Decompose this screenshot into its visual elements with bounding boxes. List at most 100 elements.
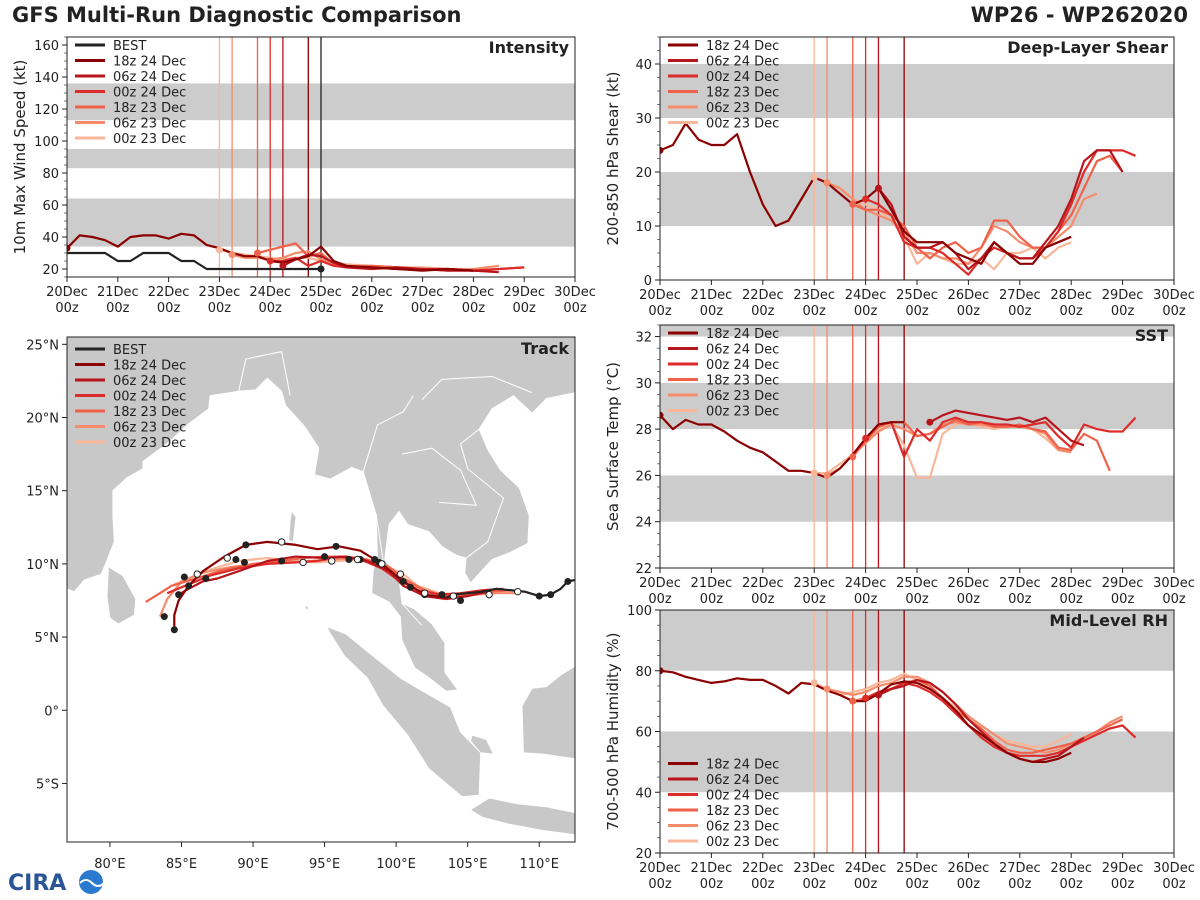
shear-x-tick-label: 30Dec	[1153, 288, 1195, 303]
shear-x-tick-hour: 00z	[803, 304, 827, 319]
rh-x-tick-hour: 00z	[957, 877, 981, 892]
intensity-y-tick-label: 140	[34, 71, 59, 86]
track-legend-label: 00z 23 Dec	[113, 436, 186, 451]
sst-x-tick-label: 21Dec	[691, 576, 733, 591]
track-position-marker	[485, 590, 493, 599]
shear-x-tick-label: 25Dec	[896, 288, 938, 303]
shear-x-tick-hour: 00z	[700, 304, 724, 319]
sst-run-start-marker	[823, 471, 831, 479]
rh-shade-band	[660, 610, 1174, 671]
intensity-x-tick-label: 27Dec	[402, 285, 444, 300]
rh-x-tick-hour: 00z	[751, 877, 775, 892]
rh-x-tick-hour: 00z	[803, 877, 827, 892]
rh-run-start-marker	[660, 667, 664, 675]
intensity-x-tick-label: 28Dec	[453, 285, 495, 300]
intensity-x-tick-hour: 00z	[259, 301, 283, 316]
shear-series-00z-24-dec	[865, 149, 1136, 276]
rh-panel: 700-500 hPa Humidity (%)	[604, 609, 1175, 858]
sst-x-tick-hour: 00z	[1111, 592, 1135, 607]
intensity-x-tick-label: 23Dec	[199, 285, 241, 300]
shear-x-tick-label: 22Dec	[742, 288, 784, 303]
shear-y-tick-label: 20	[635, 166, 652, 181]
intensity-x-tick-hour: 00z	[55, 301, 79, 316]
intensity-panel: 10m Max Wind Speed (kt)	[11, 36, 576, 282]
track-position-marker	[180, 573, 188, 581]
intensity-legend-label: 06z 23 Dec	[113, 117, 186, 132]
track-position-marker	[514, 587, 522, 596]
intensity-series-06z-24-dec	[282, 253, 499, 274]
wave-icon	[79, 879, 105, 887]
rh-x-tick-label: 20Dec	[639, 861, 681, 876]
track-x-tick-label: 110°E	[519, 857, 559, 872]
shear-run-start-marker	[810, 173, 818, 181]
sst-legend-label: 18z 23 Dec	[706, 374, 779, 389]
sst-x-tick-label: 29Dec	[1102, 576, 1144, 591]
track-position-marker	[353, 555, 362, 564]
storm-id: WP26 - WP262020	[970, 3, 1188, 27]
intensity-legend-label: 00z 24 Dec	[113, 86, 186, 101]
shear-x-tick-hour: 00z	[1111, 304, 1135, 319]
sst-shade-band	[660, 325, 1174, 337]
shear-y-tick-label: 30	[635, 112, 652, 127]
intensity-run-start-marker	[254, 249, 261, 257]
rh-run-start-marker	[823, 685, 831, 693]
sst-panel: Sea Surface Temp (°C)	[604, 324, 1175, 573]
java-island	[469, 797, 575, 836]
rh-x-tick-hour: 00z	[648, 877, 672, 892]
sst-legend-label: 18z 24 Dec	[706, 327, 779, 342]
shear-x-tick-label: 26Dec	[948, 288, 990, 303]
sst-x-tick-hour: 00z	[700, 592, 724, 607]
shear-legend-label: 18z 24 Dec	[706, 39, 779, 54]
sst-x-tick-label: 23Dec	[793, 576, 835, 591]
nicobar-island	[303, 604, 310, 612]
rh-x-tick-label: 29Dec	[1102, 861, 1144, 876]
track-position-marker	[547, 591, 555, 599]
track-x-tick-label: 80°E	[94, 857, 125, 872]
track-position-marker	[242, 541, 250, 549]
shear-y-axis-label: 200-850 hPa Shear (kt)	[604, 72, 622, 246]
intensity-x-tick-label: 21Dec	[97, 285, 139, 300]
intensity-x-tick-label: 20Dec	[46, 285, 88, 300]
track-position-marker	[278, 557, 286, 565]
track-series-18z-24-dec	[173, 540, 447, 630]
country-border	[238, 351, 291, 396]
rh-x-tick-label: 30Dec	[1153, 861, 1195, 876]
intensity-run-start-marker	[67, 244, 71, 252]
intensity-x-tick-label: 30Dec	[554, 285, 596, 300]
track-position-marker	[345, 555, 353, 563]
intensity-x-tick-hour: 00z	[513, 301, 537, 316]
rh-x-tick-hour: 00z	[700, 877, 724, 892]
intensity-x-tick-label: 24Dec	[249, 285, 291, 300]
land-masses	[67, 337, 575, 836]
track-position-marker	[232, 555, 240, 563]
sst-series-00z-24-dec	[864, 416, 1137, 458]
rh-x-tick-hour: 00z	[1008, 877, 1032, 892]
country-border	[459, 428, 505, 559]
track-y-tick-label: 25°N	[26, 338, 59, 353]
country-border	[362, 395, 414, 472]
shear-frame	[659, 36, 1175, 281]
intensity-y-axis-label: 10m Max Wind Speed (kt)	[11, 60, 29, 255]
sst-x-tick-hour: 00z	[1008, 592, 1032, 607]
rh-legend-label: 18z 23 Dec	[706, 804, 779, 819]
intensity-y-tick-label: 40	[42, 231, 59, 246]
sst-x-tick-hour: 00z	[905, 592, 929, 607]
track-position-marker	[449, 592, 458, 600]
track-position-marker	[406, 583, 414, 591]
track-position-marker	[399, 577, 407, 585]
shear-x-tick-label: 24Dec	[845, 288, 887, 303]
shear-legend-label: 06z 23 Dec	[706, 101, 779, 116]
intensity-legend-label: 18z 23 Dec	[113, 101, 186, 116]
shear-run-start-marker	[823, 179, 831, 187]
shear-shade-band	[660, 172, 1174, 226]
rh-run-start-marker	[849, 697, 857, 705]
rh-x-tick-label: 21Dec	[691, 861, 733, 876]
track-position-marker	[396, 570, 405, 578]
sst-x-tick-hour: 00z	[1162, 592, 1186, 607]
track-position-marker	[202, 575, 210, 583]
intensity-y-tick-label: 120	[34, 103, 59, 118]
track-position-marker	[328, 557, 336, 565]
shear-x-tick-hour: 00z	[1008, 304, 1032, 319]
shear-x-tick-hour: 00z	[957, 304, 981, 319]
sst-y-tick-label: 32	[635, 331, 652, 346]
